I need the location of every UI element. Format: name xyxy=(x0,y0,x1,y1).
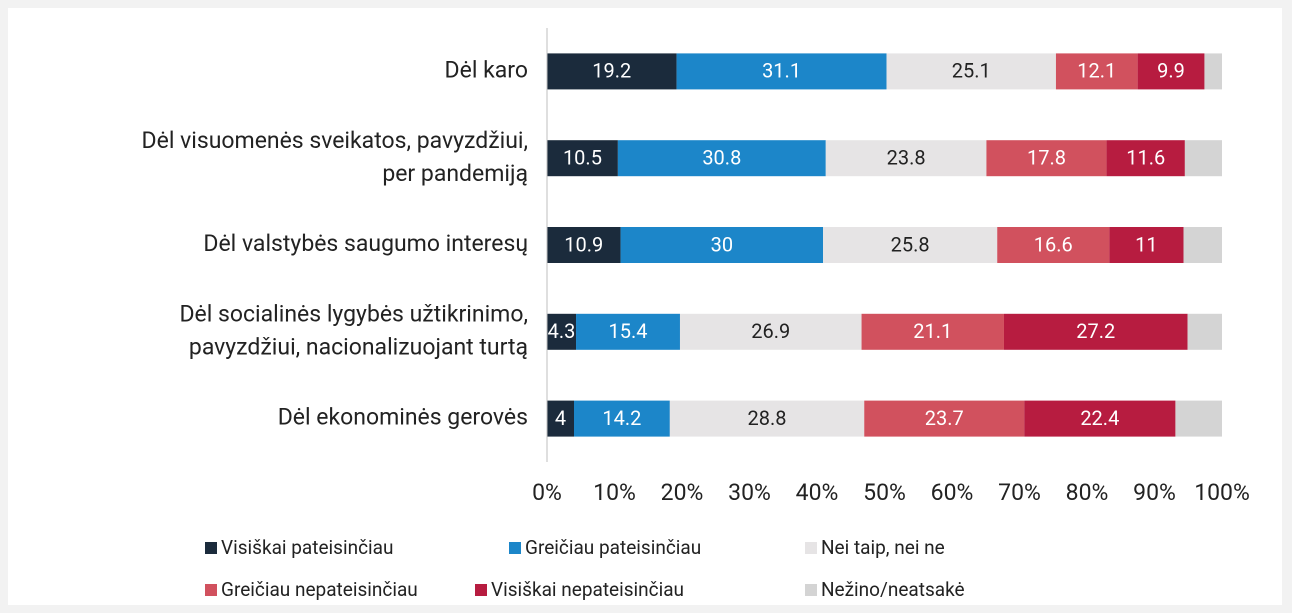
value-label: 31.1 xyxy=(762,59,801,83)
bar-segment xyxy=(1003,313,1188,350)
value-label: 30.8 xyxy=(702,145,741,169)
legend-label: Greičiau nepateisinčiau xyxy=(221,578,418,601)
x-tick-label: 0% xyxy=(532,479,562,506)
value-label: 14.2 xyxy=(602,406,641,430)
bar-segment xyxy=(1024,400,1176,437)
bar-segment xyxy=(547,227,621,263)
category-label: Dėl ekonominės gerovės xyxy=(278,404,528,431)
x-tick-label: 10% xyxy=(593,479,636,506)
x-tick-label: 80% xyxy=(1066,479,1109,506)
category-label: pavyzdžiui, nacionalizuojant turtą xyxy=(189,333,528,360)
bar-segment xyxy=(825,140,987,177)
legend-swatch xyxy=(805,542,817,554)
legend-label: Nei taip, nei ne xyxy=(821,536,945,559)
bar-segment xyxy=(547,400,574,437)
bar-segment xyxy=(574,400,670,437)
value-label: 28.8 xyxy=(748,406,787,430)
value-label: 10.9 xyxy=(564,232,603,256)
value-label: 11 xyxy=(1135,232,1157,256)
x-tick-label: 90% xyxy=(1133,479,1176,506)
x-tick-label: 50% xyxy=(863,479,906,506)
bar-segment xyxy=(1175,400,1222,437)
value-label: 4 xyxy=(555,406,566,430)
legend-label: Nežino/neatsakė xyxy=(821,578,965,601)
legend-swatch xyxy=(805,584,817,596)
bar-segment xyxy=(1055,53,1138,90)
category-label: per pandemiją xyxy=(382,160,528,187)
category-label: Dėl karo xyxy=(445,56,528,83)
value-label: 11.6 xyxy=(1126,145,1165,169)
value-label: 9.9 xyxy=(1157,59,1185,83)
bar-segment xyxy=(1109,227,1184,263)
bar-segment xyxy=(1106,140,1185,177)
value-label: 19.2 xyxy=(592,59,631,83)
bar-segment xyxy=(617,140,826,177)
bar-segment xyxy=(547,140,618,177)
value-label: 25.1 xyxy=(952,59,991,83)
x-tick-label: 70% xyxy=(998,479,1041,506)
value-label: 22.4 xyxy=(1080,406,1119,430)
legend-label: Visiškai nepateisinčiau xyxy=(491,578,684,601)
value-label: 23.8 xyxy=(887,145,926,169)
value-label: 21.1 xyxy=(913,319,952,343)
bar-segment xyxy=(986,140,1107,177)
category-label: Dėl visuomenės sveikatos, pavyzdžiui, xyxy=(142,127,528,154)
bar-segment xyxy=(679,313,862,350)
value-label: 27.2 xyxy=(1076,319,1115,343)
category-label: Dėl socialinės lygybės užtikrinimo, xyxy=(179,300,528,327)
legend-label: Greičiau pateisinčiau xyxy=(525,536,701,559)
bar-segment xyxy=(547,53,677,90)
bar-segment xyxy=(997,227,1110,263)
legend-swatch xyxy=(475,584,487,596)
value-label: 4.3 xyxy=(548,319,576,343)
bar-segment xyxy=(886,53,1056,90)
bar-segment xyxy=(861,313,1004,350)
x-tick-label: 20% xyxy=(661,479,704,506)
bar-segment xyxy=(676,53,887,90)
value-label: 15.4 xyxy=(609,319,648,343)
bar-segment xyxy=(1187,313,1222,350)
x-tick-label: 100% xyxy=(1194,479,1250,506)
x-tick-label: 60% xyxy=(931,479,974,506)
x-tick-label: 40% xyxy=(796,479,839,506)
value-label: 10.5 xyxy=(563,145,602,169)
bar-segment xyxy=(620,227,824,263)
category-label: Dėl valstybės saugumo interesų xyxy=(203,230,528,257)
bar-segment xyxy=(864,400,1025,437)
bar-segment xyxy=(669,400,865,437)
value-label: 12.1 xyxy=(1077,59,1116,83)
bar-segment xyxy=(1184,140,1222,177)
x-tick-label: 30% xyxy=(728,479,771,506)
bar-segment xyxy=(823,227,998,263)
legend-label: Visiškai pateisinčiau xyxy=(221,536,393,559)
bar-segment xyxy=(547,313,577,350)
value-label: 23.7 xyxy=(925,406,964,430)
value-label: 17.8 xyxy=(1027,145,1066,169)
legend-swatch xyxy=(205,542,217,554)
bar-segment xyxy=(1204,53,1222,90)
value-label: 30 xyxy=(711,232,733,256)
bar-segment xyxy=(576,313,680,350)
legend-swatch xyxy=(509,542,521,554)
bar-segment xyxy=(1183,227,1222,263)
value-label: 26.9 xyxy=(751,319,790,343)
legend-swatch xyxy=(205,584,217,596)
bar-segment xyxy=(1137,53,1205,90)
value-label: 25.8 xyxy=(891,232,930,256)
value-label: 16.6 xyxy=(1034,232,1073,256)
chart-background xyxy=(8,8,1282,605)
